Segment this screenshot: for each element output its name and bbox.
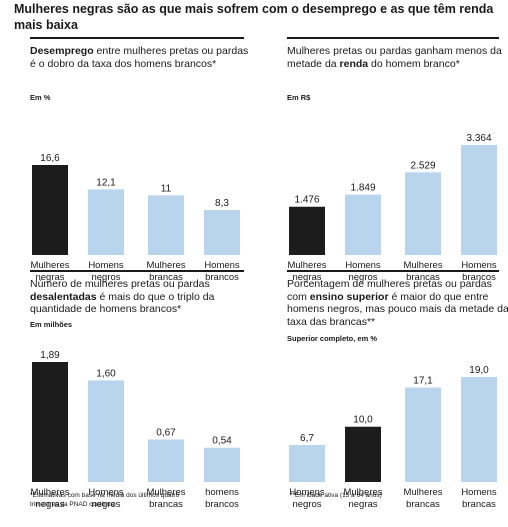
category-label: Homens: [88, 260, 124, 271]
category-label: brancas: [406, 272, 440, 283]
category-label: Mulheres: [30, 260, 69, 271]
bar: [461, 377, 497, 482]
category-label: negras: [35, 499, 64, 510]
category-label: Homens: [345, 260, 381, 271]
category-label: Homens: [289, 487, 325, 498]
category-label: negras: [35, 272, 64, 283]
bar: [345, 426, 381, 482]
bar: [405, 387, 441, 482]
category-label: negras: [348, 499, 377, 510]
category-label: Mulheres: [146, 260, 185, 271]
category-label: Homens: [204, 260, 240, 271]
chart-title-emphasis: ensino superior: [309, 290, 389, 303]
category-label: Homens: [461, 260, 497, 271]
title-divider: [30, 37, 244, 39]
value-label: 0,54: [212, 436, 232, 447]
value-label: 1,89: [40, 350, 60, 361]
value-label: 16,6: [40, 153, 60, 164]
value-label: 11: [161, 183, 172, 194]
chart-panel: Desemprego entre mulheres pretas ou pard…: [30, 45, 252, 283]
chart-title-text: é mais do que o triplo da quantidade de …: [30, 290, 215, 316]
category-label: negros: [348, 272, 377, 283]
category-label: brancas: [149, 272, 183, 283]
chart-panel: Número de mulheres pretas ou pardas desa…: [30, 278, 252, 510]
category-label: Mulheres: [343, 487, 382, 498]
value-label: 6,7: [300, 433, 314, 444]
category-label: Mulheres: [403, 260, 442, 271]
chart-title-emphasis: renda: [339, 57, 369, 70]
bar: [32, 362, 68, 482]
chart-panel: Mulheres pretas ou pardas ganham menos d…: [287, 45, 508, 283]
value-label: 1.849: [350, 183, 375, 194]
bar-chart: 1,89Mulheresnegras1,60Homensnegros0,67Mu…: [30, 350, 240, 510]
value-label: 19,0: [469, 365, 489, 376]
bar: [289, 444, 325, 482]
page-title: Mulheres negras são as que mais sofrem c…: [14, 2, 494, 32]
section-divider: [30, 270, 244, 272]
category-label: brancos: [462, 272, 496, 283]
chart-title: Desemprego entre mulheres pretas ou pard…: [30, 45, 252, 70]
value-label: 1,60: [96, 368, 116, 379]
title-divider: [287, 37, 499, 39]
bar: [148, 439, 184, 482]
footnote: **Em idade ativa (15 a 64 anos): [290, 492, 382, 499]
bar: [204, 447, 240, 482]
section-divider: [287, 270, 499, 272]
category-label: Mulheres: [403, 487, 442, 498]
value-label: 0,67: [156, 427, 176, 438]
footnote: *Estimativas com base na média dos últim…: [30, 492, 180, 508]
unit-label: Superior completo, em %: [287, 334, 378, 343]
chart-title-text: Número de mulheres pretas ou pardas: [30, 278, 210, 290]
chart-title-text: é maior do que entre homens negros, mas …: [287, 290, 508, 328]
chart-title-text: Porcentagem de mulheres pretas ou pardas…: [287, 278, 492, 303]
chart-title: Número de mulheres pretas ou pardas desa…: [30, 278, 252, 316]
category-label: Homens: [461, 487, 497, 498]
bar: [289, 206, 325, 255]
bar: [88, 189, 124, 255]
bar: [32, 165, 68, 255]
chart-title-emphasis: desalentadas: [30, 290, 97, 303]
bar-chart: 1.476Mulheresnegras1.849Homensnegros2.52…: [287, 133, 497, 283]
chart-title-text: do homem branco*: [368, 57, 460, 70]
bar-chart: 16,6Mulheresnegras12,1Homensnegros11Mulh…: [30, 153, 240, 283]
chart-title: Porcentagem de mulheres pretas ou pardas…: [287, 278, 508, 328]
category-label: brancas: [406, 499, 440, 510]
value-label: 17,1: [413, 376, 433, 387]
bar-chart: 6,7Homensnegros10,0Mulheresnegras17,1Mul…: [289, 365, 497, 510]
unit-label: Em %: [30, 93, 51, 102]
category-label: brancos: [205, 272, 239, 283]
chart-title-emphasis: Desemprego: [30, 45, 94, 57]
value-label: 3.364: [466, 133, 491, 144]
value-label: 8,3: [215, 198, 229, 209]
bar: [461, 145, 497, 255]
chart-title: Mulheres pretas ou pardas ganham menos d…: [287, 45, 508, 70]
chart-title-text: Mulheres pretas ou pardas ganham menos d…: [287, 45, 502, 70]
value-label: 10,0: [353, 415, 373, 426]
category-label: negras: [292, 272, 321, 283]
value-label: 12,1: [96, 177, 116, 188]
category-label: negros: [91, 499, 120, 510]
bar: [88, 380, 124, 482]
category-label: negros: [292, 499, 321, 510]
category-label: brancas: [462, 499, 496, 510]
unit-label: Em R$: [287, 93, 311, 102]
bar: [405, 172, 441, 255]
category-label: negros: [91, 272, 120, 283]
value-label: 2.529: [410, 160, 435, 171]
chart-panel: Porcentagem de mulheres pretas ou pardas…: [287, 278, 508, 510]
category-label: Mulheres: [146, 487, 185, 498]
value-label: 1.476: [294, 195, 319, 206]
category-label: Homens: [88, 487, 124, 498]
chart-title-text: entre mulheres pretas ou pardas é o dobr…: [30, 45, 249, 70]
bar: [204, 210, 240, 255]
category-label: homens: [205, 487, 239, 498]
category-label: brancas: [149, 499, 183, 510]
category-label: Mulheres: [30, 487, 69, 498]
category-label: brancos: [205, 499, 239, 510]
unit-label: Em milhões: [30, 320, 73, 329]
bar: [148, 195, 184, 255]
category-label: Mulheres: [287, 260, 326, 271]
bar: [345, 194, 381, 255]
